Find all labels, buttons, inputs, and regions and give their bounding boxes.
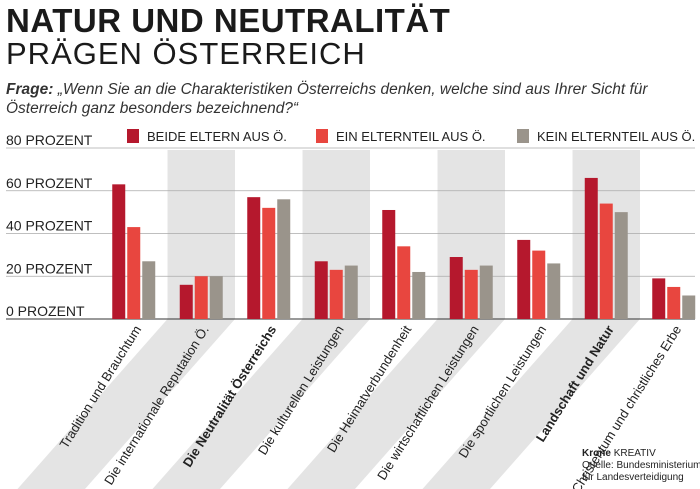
bar xyxy=(382,209,396,319)
bar xyxy=(614,212,628,319)
y-tick-label: 20 PROZENT xyxy=(6,260,93,276)
legend-label: KEIN ELTERNTEIL AUS Ö. xyxy=(537,129,695,144)
bar xyxy=(329,269,343,319)
y-tick-label: 60 PROZENT xyxy=(6,175,93,191)
bar xyxy=(547,263,561,319)
bar xyxy=(112,184,126,319)
bar xyxy=(652,278,666,319)
bar xyxy=(464,269,478,319)
bar xyxy=(449,257,463,319)
shade-band-label xyxy=(287,319,505,489)
y-tick-label: 40 PROZENT xyxy=(6,218,93,234)
shade-band-label xyxy=(152,319,370,489)
credit: Krone KREATIV Quelle: Bundesministerium … xyxy=(582,448,700,484)
bar xyxy=(209,276,223,319)
chart-subtitle: PRÄGEN ÖSTERREICH xyxy=(6,36,366,71)
bar xyxy=(247,197,261,319)
bar xyxy=(584,177,598,319)
bar xyxy=(194,276,208,319)
legend-swatch xyxy=(517,129,529,143)
chart-title: NATUR UND NEUTRALITÄT xyxy=(6,2,451,39)
bar xyxy=(127,227,141,319)
shade-band-label xyxy=(422,319,640,489)
shade-band-label xyxy=(17,319,235,489)
legend-label: EIN ELTERNTEIL AUS Ö. xyxy=(336,129,486,144)
bar xyxy=(262,207,276,319)
bar xyxy=(344,265,358,319)
legend-label: BEIDE ELTERN AUS Ö. xyxy=(147,129,287,144)
credit-brand: Krone xyxy=(582,448,611,459)
bar xyxy=(532,250,546,319)
bar xyxy=(412,271,426,319)
bar xyxy=(179,284,193,319)
bar xyxy=(314,261,328,319)
legend: BEIDE ELTERN AUS Ö. EIN ELTERNTEIL AUS Ö.… xyxy=(127,129,695,144)
legend-swatch xyxy=(127,129,139,143)
bar xyxy=(599,203,613,319)
legend-swatch xyxy=(316,129,328,143)
question-text: „Wenn Sie an die Charakteristiken Österr… xyxy=(6,81,648,117)
bar xyxy=(682,295,696,319)
bar xyxy=(397,246,411,319)
credit-brand-suffix: KREATIV xyxy=(613,448,656,459)
survey-question: Frage: „Wenn Sie an die Charakteristiken… xyxy=(6,80,696,118)
bar xyxy=(142,261,156,319)
source-line-2: für Landesverteidigung xyxy=(582,472,684,483)
question-label: Frage: xyxy=(6,81,54,98)
bars xyxy=(112,177,696,319)
bar xyxy=(277,199,291,319)
y-tick-label: 0 PROZENT xyxy=(6,303,85,319)
source-line-1: Quelle: Bundesministerium xyxy=(582,460,700,471)
bar xyxy=(517,239,531,319)
bar xyxy=(479,265,493,319)
bar xyxy=(667,286,681,319)
y-tick-label: 80 PROZENT xyxy=(6,132,93,148)
